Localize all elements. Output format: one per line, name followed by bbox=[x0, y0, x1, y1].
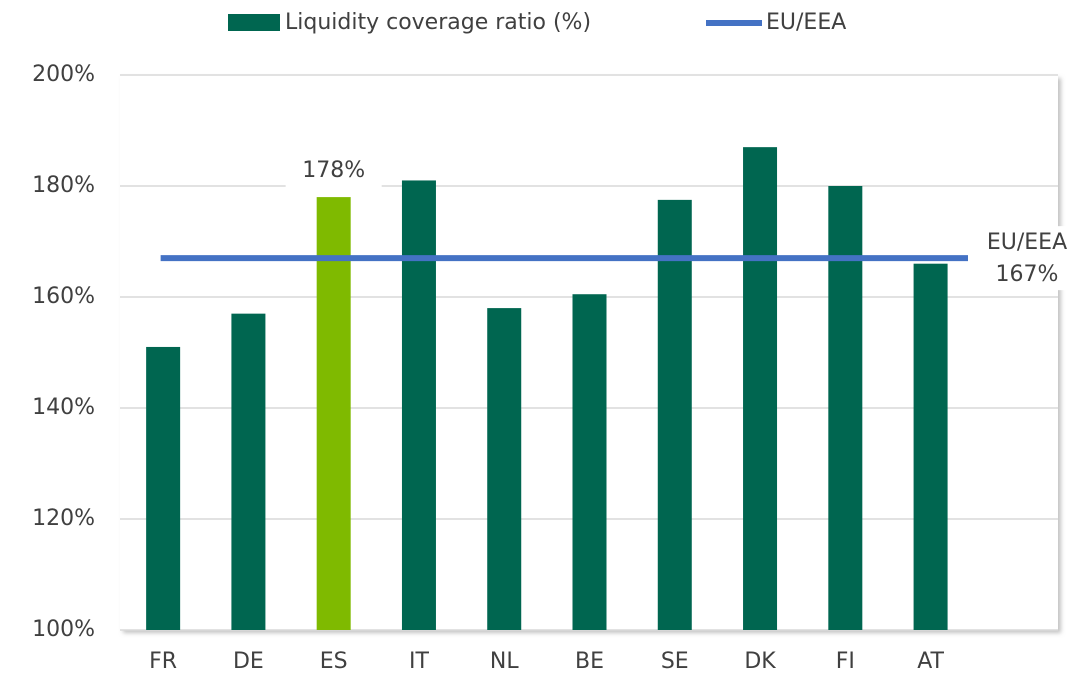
bar bbox=[913, 263, 948, 630]
y-tick-label: 160% bbox=[32, 284, 95, 309]
y-tick-label: 120% bbox=[32, 506, 95, 531]
bar bbox=[828, 186, 863, 630]
x-tick-label: FR bbox=[149, 649, 177, 674]
x-tick-label: DE bbox=[233, 649, 264, 674]
bar bbox=[572, 294, 607, 630]
bar bbox=[487, 308, 522, 630]
y-tick-label: 100% bbox=[32, 617, 95, 642]
x-tick-label: NL bbox=[490, 649, 519, 674]
x-tick-label: AT bbox=[917, 649, 944, 674]
legend-swatch bbox=[228, 14, 280, 31]
legend-label: Liquidity coverage ratio (%) bbox=[285, 10, 591, 35]
reference-label: EU/EEA bbox=[987, 230, 1067, 255]
bar bbox=[743, 147, 778, 630]
bar bbox=[146, 346, 181, 630]
data-label-bg bbox=[285, 155, 382, 188]
data-label: 178% bbox=[302, 158, 365, 183]
x-tick-label: DK bbox=[744, 649, 776, 674]
bar bbox=[316, 197, 351, 630]
bar bbox=[231, 313, 266, 630]
x-tick-label: FI bbox=[836, 649, 855, 674]
legend-label: EU/EEA bbox=[766, 10, 846, 35]
bar bbox=[401, 180, 436, 630]
x-tick-label: BE bbox=[575, 649, 604, 674]
x-tick-label: IT bbox=[409, 649, 429, 674]
bar bbox=[657, 199, 692, 630]
reference-label-bg bbox=[972, 226, 1080, 291]
y-tick-label: 200% bbox=[32, 62, 95, 87]
x-tick-label: ES bbox=[320, 649, 348, 674]
reference-value-label: 167% bbox=[996, 262, 1059, 287]
y-tick-label: 140% bbox=[32, 395, 95, 420]
x-tick-label: SE bbox=[661, 649, 689, 674]
y-tick-label: 180% bbox=[32, 173, 95, 198]
